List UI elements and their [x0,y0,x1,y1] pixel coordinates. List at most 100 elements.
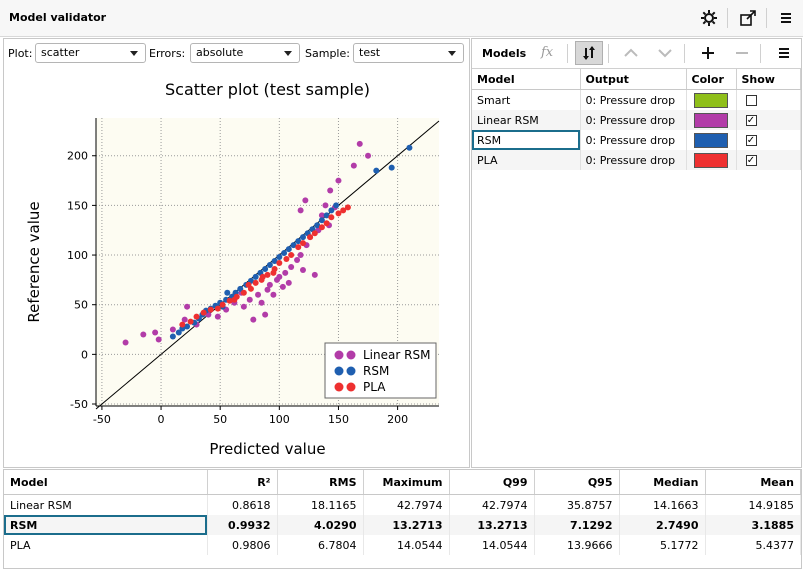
data-point [241,290,247,296]
stats-row[interactable]: PLA 0.9806 6.7804 14.0544 14.0544 13.9666 5.17… [4,535,801,555]
sample-value: test [359,46,380,59]
errors-label: Errors: [149,47,185,60]
models-menu-icon[interactable] [770,41,798,65]
data-point [246,282,252,288]
toolbar-separator [684,44,685,63]
chart-title: Scatter plot (test sample) [165,80,370,99]
menu-icon[interactable] [772,6,800,30]
stats-column-header[interactable]: R² [207,470,277,495]
stats-column-header[interactable]: Q99 [449,470,534,495]
model-output-cell[interactable]: 0: Pressure drop [580,110,686,130]
y-axis-label: Reference value [25,201,43,322]
stats-value-cell: 42.7974 [363,495,449,516]
color-swatch[interactable] [694,153,728,168]
model-color-cell[interactable] [686,110,736,130]
data-point [335,178,341,184]
model-show-cell[interactable]: ✓ [736,110,801,130]
stats-value-cell: 0.9932 [207,515,277,535]
column-header-output[interactable]: Output [580,69,686,90]
model-show-cell[interactable] [736,90,801,111]
data-point [170,333,176,339]
x-tick-label: 200 [387,413,408,426]
data-point [250,317,256,323]
model-color-cell[interactable] [686,90,736,111]
stats-value-cell: 14.0544 [363,535,449,555]
model-output-cell[interactable]: 0: Pressure drop [580,150,686,170]
move-up-icon[interactable] [617,41,645,65]
data-point [345,204,351,210]
stats-column-header[interactable]: RMS [277,470,363,495]
add-icon[interactable] [694,41,722,65]
errors-value: absolute [196,46,243,59]
data-point [201,310,207,316]
model-row[interactable]: Smart 0: Pressure drop [472,90,801,111]
model-name-cell[interactable]: PLA [472,150,580,170]
data-point [262,312,268,318]
column-header-model[interactable]: Model [472,69,580,90]
data-point [288,252,294,258]
data-point [259,277,265,283]
x-axis-label: Predicted value [209,440,325,458]
stats-row[interactable]: RSM 0.9932 4.0290 13.2713 13.2713 7.1292 2.749… [4,515,801,535]
show-checkbox[interactable]: ✓ [746,115,757,126]
model-output-cell[interactable]: 0: Pressure drop [580,90,686,111]
plot-type-select[interactable]: scatter [35,43,146,63]
toolbar-separator [760,44,761,63]
models-table: Model Output Color Show Smart 0: Pressure… [472,69,801,170]
show-checkbox[interactable]: ✓ [746,155,757,166]
data-point [319,224,325,230]
data-point [179,322,185,328]
model-show-cell[interactable]: ✓ [736,150,801,170]
model-name-cell[interactable]: RSM [472,130,580,150]
stats-value-cell: 0.8618 [207,495,277,516]
data-point [373,168,379,174]
sort-toggle-icon[interactable] [575,41,603,65]
undock-window-icon[interactable] [734,6,762,30]
move-down-icon[interactable] [651,41,679,65]
sample-select[interactable]: test [353,43,464,63]
model-row[interactable]: RSM 0: Pressure drop ✓ [472,130,801,150]
model-output-cell[interactable]: 0: Pressure drop [580,130,686,150]
stats-column-header[interactable]: Model [4,470,207,495]
x-tick-label: -50 [93,413,111,426]
show-checkbox[interactable]: ✓ [746,135,757,146]
data-point [231,297,237,303]
column-header-color[interactable]: Color [686,69,736,90]
stats-column-header[interactable]: Maximum [363,470,449,495]
stats-value-cell: 14.0544 [449,535,534,555]
column-header-show[interactable]: Show [736,69,801,90]
stats-value-cell: 14.1663 [619,495,705,516]
stats-value-cell: 35.8757 [534,495,619,516]
chevron-down-icon [130,51,138,56]
stats-row[interactable]: Linear RSM 0.8618 18.1165 42.7974 42.7974 35.… [4,495,801,516]
data-point [224,290,230,296]
errors-select[interactable]: absolute [190,43,300,63]
model-row[interactable]: PLA 0: Pressure drop ✓ [472,150,801,170]
model-name-cell[interactable]: Linear RSM [472,110,580,130]
show-checkbox[interactable] [746,95,757,106]
y-tick-label: 50 [74,299,88,312]
data-point [286,280,292,286]
model-color-cell[interactable] [686,150,736,170]
color-swatch[interactable] [694,133,728,148]
data-point [282,270,288,276]
model-show-cell[interactable]: ✓ [736,130,801,150]
color-swatch[interactable] [694,113,728,128]
data-point [288,264,294,270]
stats-value-cell: 42.7974 [449,495,534,516]
model-name-cell[interactable]: Smart [472,90,580,111]
formula-fx-icon[interactable]: fx [541,45,553,60]
model-color-cell[interactable] [686,130,736,150]
data-point [156,336,162,342]
toolbar-separator [608,44,609,63]
data-point [276,274,282,280]
data-point [253,274,259,280]
scatter-chart[interactable]: Scatter plot (test sample) -50 0 50 100 150 20… [4,69,469,467]
stats-column-header[interactable]: Median [619,470,705,495]
stats-column-header[interactable]: Q95 [534,470,619,495]
remove-icon[interactable] [728,41,756,65]
settings-gear-icon[interactable] [695,6,723,30]
model-row[interactable]: Linear RSM 0: Pressure drop ✓ [472,110,801,130]
stats-column-header[interactable]: Mean [705,470,801,495]
color-swatch[interactable] [694,93,728,108]
